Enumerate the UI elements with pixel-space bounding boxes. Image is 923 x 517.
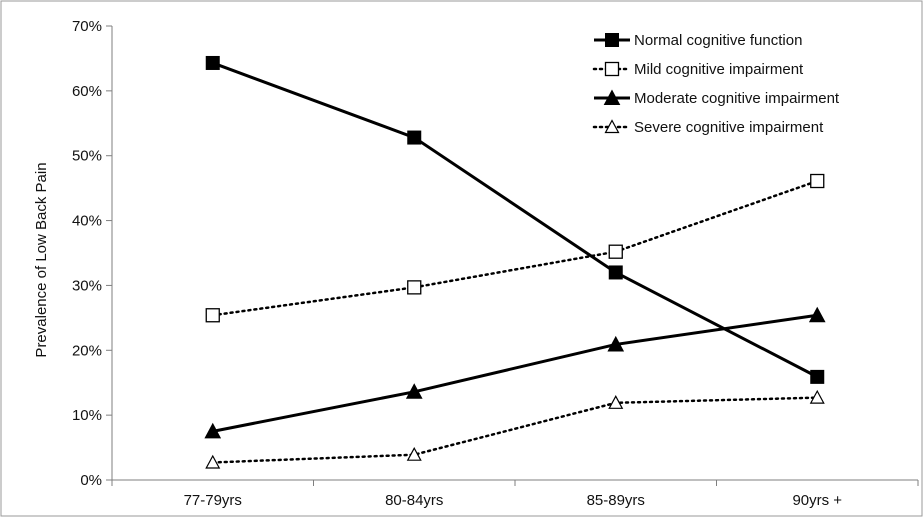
data-point xyxy=(607,335,625,352)
y-tick-label: 10% xyxy=(72,407,102,424)
y-tick-label: 40% xyxy=(72,213,102,230)
data-point xyxy=(808,306,826,323)
y-tick-label: 50% xyxy=(72,148,102,165)
legend-label: Moderate cognitive impairment xyxy=(634,90,840,107)
x-tick-label: 90yrs + xyxy=(792,492,842,509)
legend-marker xyxy=(604,119,620,134)
data-point xyxy=(608,395,624,409)
series-group xyxy=(204,55,826,469)
data-point xyxy=(204,422,222,439)
series-4 xyxy=(205,389,825,469)
data-point xyxy=(407,130,422,145)
legend-label: Normal cognitive function xyxy=(634,32,802,49)
series-line xyxy=(211,179,819,317)
x-tick-label: 77-79yrs xyxy=(184,492,242,509)
x-tick-label: 85-89yrs xyxy=(587,492,645,509)
data-point xyxy=(205,55,220,70)
legend-marker xyxy=(605,33,619,47)
legend-label: Severe cognitive impairment xyxy=(634,119,824,136)
data-point xyxy=(205,454,221,469)
data-point xyxy=(608,265,623,280)
y-tick-label: 0% xyxy=(80,472,102,489)
series-3 xyxy=(204,306,826,439)
legend: Normal cognitive function Mild cognitive … xyxy=(592,32,840,136)
series-line xyxy=(212,313,818,433)
legend-item-3: Moderate cognitive impairment xyxy=(594,89,840,107)
data-point xyxy=(810,173,825,189)
legend-item-4: Severe cognitive impairment xyxy=(592,119,824,136)
series-1 xyxy=(205,55,825,384)
legend-label: Mild cognitive impairment xyxy=(634,61,804,78)
axes: 0% 10% 20% 30% 40% 50% 60% 70% 77-79yrs 80-84yrs 8… xyxy=(72,18,919,509)
data-point xyxy=(405,383,423,399)
legend-marker xyxy=(603,89,621,105)
data-point xyxy=(608,244,623,259)
y-tick-label: 60% xyxy=(72,83,102,100)
series-line xyxy=(211,396,819,464)
data-point xyxy=(406,446,422,461)
y-tick-label: 70% xyxy=(72,18,102,35)
data-point xyxy=(810,369,825,384)
x-tick-label: 80-84yrs xyxy=(385,492,443,509)
y-tick-label: 20% xyxy=(72,342,102,359)
legend-marker xyxy=(604,61,620,77)
data-point xyxy=(407,280,422,295)
data-point xyxy=(205,308,220,323)
data-point xyxy=(809,389,825,404)
y-axis-title: Prevalence of Low Back Pain xyxy=(33,162,50,357)
series-line xyxy=(212,61,818,379)
legend-item-2: Mild cognitive impairment xyxy=(592,61,804,78)
y-tick-label: 30% xyxy=(72,277,102,294)
series-2 xyxy=(205,173,825,323)
legend-item-1: Normal cognitive function xyxy=(594,32,802,49)
